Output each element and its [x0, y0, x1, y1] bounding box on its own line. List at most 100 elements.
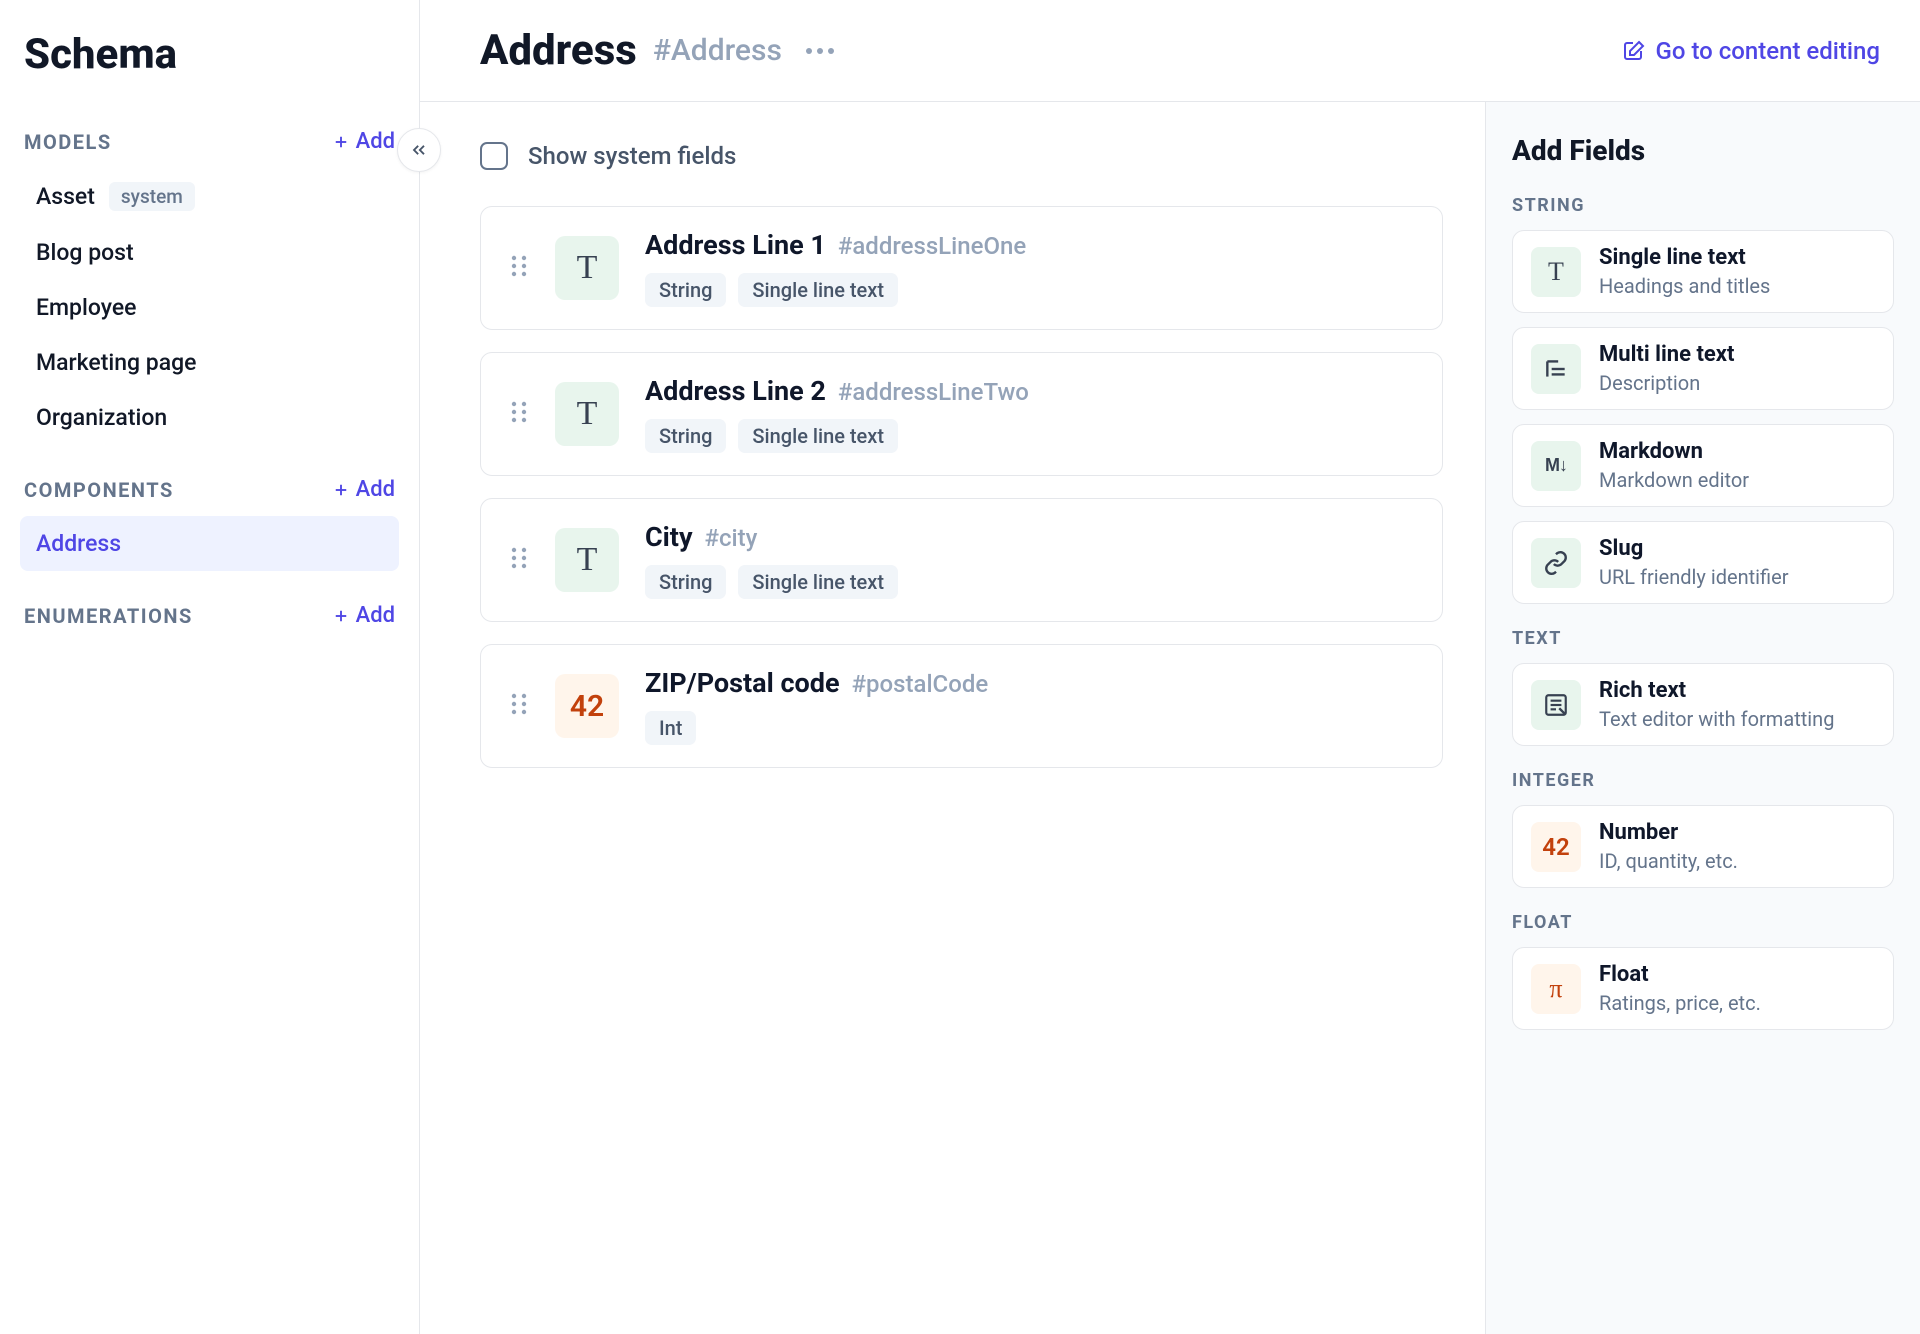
dot-icon: [806, 48, 812, 54]
add-model-button[interactable]: Add: [332, 129, 395, 154]
page-handle: #Address: [653, 33, 782, 68]
type-name: Single line text: [1599, 245, 1770, 270]
more-actions-button[interactable]: [798, 40, 842, 62]
type-icon: [1531, 538, 1581, 588]
field-handle: #addressLineTwo: [838, 378, 1029, 406]
field-type-card[interactable]: Multi line text Description: [1512, 327, 1894, 410]
section-header-components: COMPONENTS Add: [20, 477, 399, 502]
type-info: Rich text Text editor with formatting: [1599, 678, 1834, 731]
field-type-icon: T: [555, 528, 619, 592]
dot-icon: [817, 48, 823, 54]
field-title-row: Address Line 2 #addressLineTwo: [645, 375, 1029, 407]
external-edit-icon: [1622, 39, 1646, 63]
section-header-models: MODELS Add: [20, 129, 399, 154]
fields-list: T Address Line 1 #addressLineOne StringS…: [480, 206, 1443, 768]
field-name: ZIP/Postal code: [645, 667, 840, 699]
dot-icon: [828, 48, 834, 54]
add-label: Add: [356, 603, 395, 628]
type-desc: ID, quantity, etc.: [1599, 849, 1738, 873]
type-icon: [1531, 344, 1581, 394]
section-header-enumerations: ENUMERATIONS Add: [20, 603, 399, 628]
system-fields-checkbox[interactable]: [480, 142, 508, 170]
drag-handle-icon[interactable]: [509, 544, 529, 576]
field-tag: Int: [645, 711, 696, 745]
field-tag: Single line text: [738, 419, 898, 453]
type-info: Multi line text Description: [1599, 342, 1734, 395]
type-name: Multi line text: [1599, 342, 1734, 367]
main-body: Show system fields T Address Line 1 #add…: [420, 102, 1920, 1334]
drag-handle-icon[interactable]: [509, 690, 529, 722]
fields-column: Show system fields T Address Line 1 #add…: [420, 102, 1485, 1334]
chevron-left-double-icon: [409, 140, 429, 160]
title-wrap: Address #Address: [480, 26, 842, 75]
sidebar-item-marketing-page[interactable]: Marketing page: [20, 335, 399, 390]
field-type-icon: T: [555, 382, 619, 446]
add-label: Add: [356, 129, 395, 154]
field-card[interactable]: T Address Line 1 #addressLineOne StringS…: [480, 206, 1443, 330]
system-badge: system: [109, 182, 195, 211]
field-info: ZIP/Postal code #postalCode Int: [645, 667, 988, 745]
drag-handle-icon[interactable]: [509, 252, 529, 284]
sidebar-item-label: Blog post: [36, 239, 134, 266]
sidebar-item-employee[interactable]: Employee: [20, 280, 399, 335]
panel-section-label: TEXT: [1512, 628, 1894, 649]
section-label-models: MODELS: [24, 130, 112, 154]
field-tags: Int: [645, 711, 988, 745]
type-name: Number: [1599, 820, 1738, 845]
field-card[interactable]: T Address Line 2 #addressLineTwo String S…: [480, 352, 1443, 476]
sidebar-item-label: Organization: [36, 404, 167, 431]
panel-title: Add Fields: [1512, 134, 1894, 167]
sidebar-item-blog-post[interactable]: Blog post: [20, 225, 399, 280]
field-info: City #city StringSingle line text: [645, 521, 898, 599]
goto-label: Go to content editing: [1656, 37, 1880, 65]
type-info: Number ID, quantity, etc.: [1599, 820, 1738, 873]
field-tag: String: [645, 419, 726, 453]
main-area: Address #Address Go to content editing S…: [420, 0, 1920, 1334]
field-type-card[interactable]: 42 Number ID, quantity, etc.: [1512, 805, 1894, 888]
field-tags: StringSingle line text: [645, 273, 1026, 307]
system-fields-toggle-row: Show system fields: [480, 142, 1443, 170]
app-title: Schema: [20, 24, 399, 121]
type-icon: π: [1531, 964, 1581, 1014]
field-title-row: ZIP/Postal code #postalCode: [645, 667, 988, 699]
field-type-card[interactable]: Slug URL friendly identifier: [1512, 521, 1894, 604]
page-title: Address: [480, 26, 637, 75]
sidebar-item-label: Marketing page: [36, 349, 197, 376]
type-icon: 42: [1531, 822, 1581, 872]
collapse-sidebar-button[interactable]: [397, 128, 441, 172]
section-label-enumerations: ENUMERATIONS: [24, 604, 193, 628]
type-icon: M↓: [1531, 441, 1581, 491]
field-card[interactable]: 42 ZIP/Postal code #postalCode Int: [480, 644, 1443, 768]
field-name: Address Line 2: [645, 375, 826, 407]
add-fields-panel: Add Fields STRING T Single line text Hea…: [1485, 102, 1920, 1334]
drag-handle-icon[interactable]: [509, 398, 529, 430]
field-type-card[interactable]: Rich text Text editor with formatting: [1512, 663, 1894, 746]
type-desc: Ratings, price, etc.: [1599, 991, 1761, 1015]
type-desc: Text editor with formatting: [1599, 707, 1834, 731]
field-title-row: City #city: [645, 521, 898, 553]
section-label-components: COMPONENTS: [24, 478, 174, 502]
field-type-card[interactable]: π Float Ratings, price, etc.: [1512, 947, 1894, 1030]
sidebar-item-asset[interactable]: Asset system: [20, 168, 399, 225]
type-desc: URL friendly identifier: [1599, 565, 1789, 589]
sidebar-item-address[interactable]: Address: [20, 516, 399, 571]
sidebar-item-label: Asset: [36, 183, 95, 210]
field-type-card[interactable]: T Single line text Headings and titles: [1512, 230, 1894, 313]
type-name: Rich text: [1599, 678, 1834, 703]
type-info: Markdown Markdown editor: [1599, 439, 1749, 492]
field-type-card[interactable]: M↓ Markdown Markdown editor: [1512, 424, 1894, 507]
panel-section-label: FLOAT: [1512, 912, 1894, 933]
goto-content-editing-link[interactable]: Go to content editing: [1622, 37, 1880, 65]
field-name: Address Line 1: [645, 229, 826, 261]
field-card[interactable]: T City #city StringSingle line text: [480, 498, 1443, 622]
field-title-row: Address Line 1 #addressLineOne: [645, 229, 1026, 261]
sidebar-item-organization[interactable]: Organization: [20, 390, 399, 445]
plus-icon: [332, 481, 350, 499]
add-component-button[interactable]: Add: [332, 477, 395, 502]
type-icon: T: [1531, 247, 1581, 297]
panel-section-label: STRING: [1512, 195, 1894, 216]
models-list: Asset system Blog post Employee Marketin…: [20, 168, 399, 469]
field-handle: #addressLineOne: [838, 232, 1026, 260]
add-enumeration-button[interactable]: Add: [332, 603, 395, 628]
field-name: City: [645, 521, 693, 553]
